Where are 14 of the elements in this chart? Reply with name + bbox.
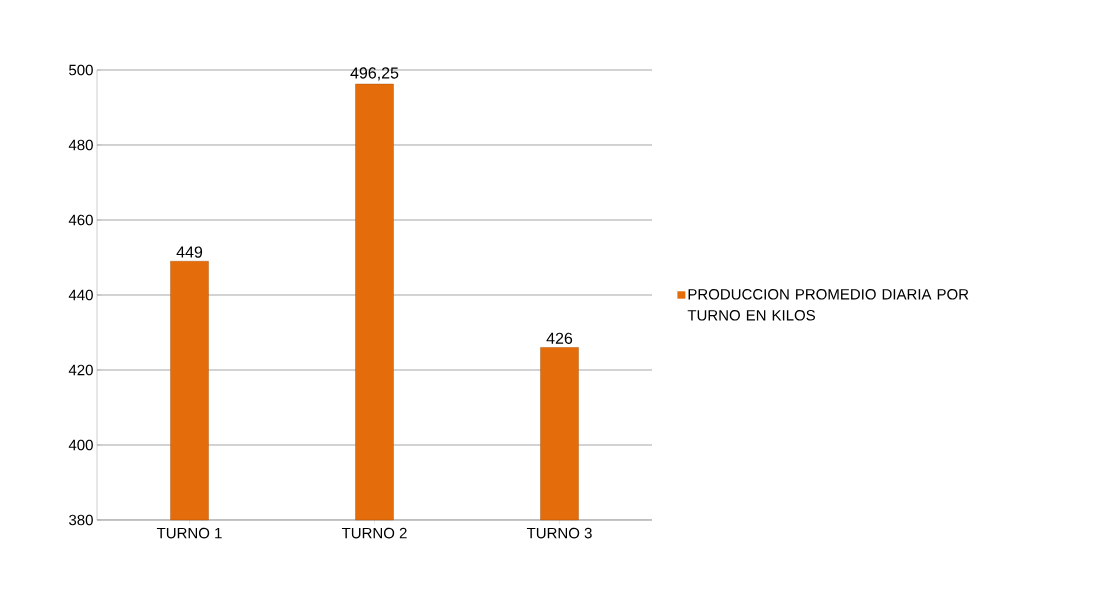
legend-label: PRODUCCION PROMEDIO DIARIA POR TURNO EN KILOS [687, 289, 969, 321]
y-tick-label: 440 [68, 289, 93, 301]
y-tick-label: 400 [68, 439, 93, 451]
x-tick-label: TURNO 1 [156, 527, 222, 539]
x-tick-label: TURNO 2 [341, 527, 407, 539]
y-tick-label: 380 [69, 514, 93, 526]
text: 426 [546, 332, 573, 344]
y-tick-label: 500 [69, 64, 93, 76]
y-tick-label: 420 [68, 364, 93, 376]
text: 449 [176, 246, 203, 258]
x-tick-label: TURNO 3 [526, 527, 592, 539]
text: 496,25 [350, 67, 399, 81]
y-tick-label: 480 [68, 139, 93, 151]
y-tick-label: 460 [68, 214, 93, 226]
